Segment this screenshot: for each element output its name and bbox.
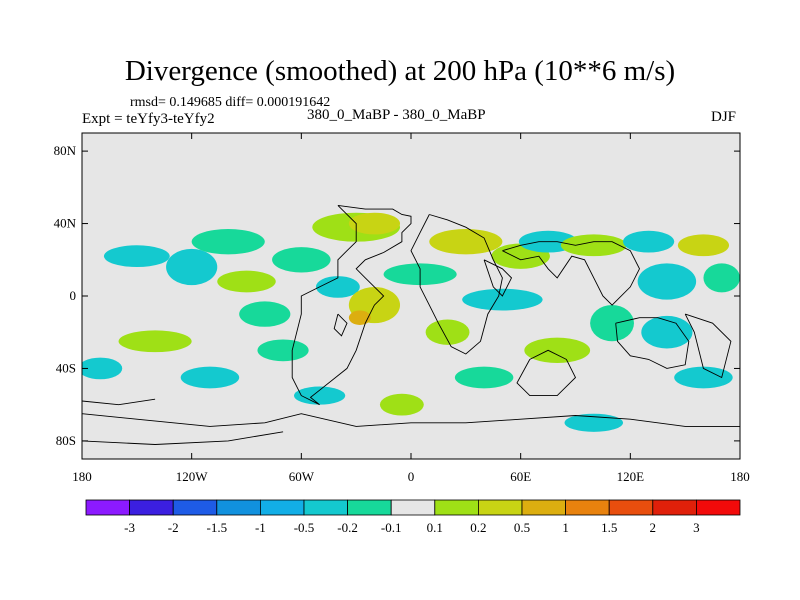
x-axis: 180 120W 60W 0 60E 120E 180 <box>72 133 750 484</box>
colorbar-label-10: 1 <box>562 520 569 535</box>
contour-blob-28 <box>454 366 514 389</box>
colorbar-label-1: -2 <box>168 520 179 535</box>
colorbar-swatch-13 <box>652 499 697 516</box>
y-tick-label-0: 80N <box>54 143 77 158</box>
colorbar-swatch-6 <box>347 499 392 516</box>
coastline-2 <box>502 241 641 306</box>
contour-blob-20 <box>590 305 634 342</box>
contour-blob-3 <box>217 270 276 293</box>
contour-blob-18 <box>637 263 697 300</box>
contour-blob-17 <box>677 234 730 257</box>
colorbar-label-5: -0.2 <box>337 520 358 535</box>
contour-blob-26 <box>294 386 346 405</box>
colorbar-label-6: -0.1 <box>381 520 402 535</box>
contour-blob-16 <box>623 230 675 253</box>
colorbar-swatch-7 <box>390 499 436 516</box>
contour-blob-21 <box>641 315 693 349</box>
case-label: 380_0_MaBP - 380_0_MaBP <box>307 107 486 123</box>
contour-blob-9 <box>348 310 371 325</box>
colorbar-swatch-9 <box>477 499 523 516</box>
y-tick-label-4: 80S <box>56 433 76 448</box>
y-tick-label-2: 0 <box>70 288 77 303</box>
contour-blob-1 <box>166 248 218 286</box>
contour-blob-7 <box>348 212 401 235</box>
contour-blob-11 <box>429 228 503 255</box>
contour-blob-29 <box>564 413 624 432</box>
contour-blob-12 <box>462 288 543 311</box>
colorbar-label-8: 0.2 <box>470 520 486 535</box>
colorbar-swatch-3 <box>216 499 261 516</box>
stats-label: rmsd= 0.149685 diff= 0.000191642 <box>130 95 331 110</box>
contour-blob-2 <box>191 228 265 255</box>
x-tick-label-5: 120E <box>617 469 645 484</box>
coastline-5 <box>516 349 577 397</box>
contour-blob-0 <box>103 245 170 268</box>
coastline-8 <box>82 413 740 459</box>
colorbar-label-9: 0.5 <box>514 520 530 535</box>
contour-blob-30 <box>674 366 733 389</box>
contour-blob-24 <box>180 366 240 389</box>
x-tick-label-0: 180 <box>72 469 92 484</box>
contour-blob-22 <box>524 337 591 364</box>
colorbar-swatch-14 <box>696 499 741 516</box>
colorbar: -3 -2 -1.5 -1 -0.5 -0.2 -0.1 0.1 0.2 0.5 1 1.5 2 3 <box>85 499 741 535</box>
contour-blob-33 <box>239 301 291 327</box>
coastline-4 <box>615 317 690 369</box>
season-label: DJF <box>710 109 736 125</box>
contour-blob-27 <box>379 393 424 416</box>
contour-blob-4 <box>272 247 331 273</box>
coastline-10 <box>82 398 156 406</box>
x-tick-label-1: 120W <box>176 469 209 484</box>
experiment-label: Expt = teYfy3-teYfy2 <box>82 111 215 127</box>
contour-blob-32 <box>425 319 470 345</box>
coastline-3 <box>483 259 513 297</box>
contour-blob-5 <box>315 276 360 298</box>
x-tick-label-2: 60W <box>289 469 315 484</box>
colorbar-swatch-0 <box>85 499 130 516</box>
contour-blob-15 <box>560 234 627 257</box>
x-tick-label-3: 0 <box>408 469 415 484</box>
colorbar-swatch-1 <box>129 499 174 516</box>
colorbar-swatch-2 <box>172 499 218 516</box>
colorbar-label-3: -1 <box>255 520 266 535</box>
colorbar-label-2: -1.5 <box>207 520 228 535</box>
colorbar-label-11: 1.5 <box>601 520 617 535</box>
chart-title: Divergence (smoothed) at 200 hPa (10**6 … <box>124 55 676 87</box>
colorbar-swatch-4 <box>259 499 305 516</box>
contour-blob-23 <box>118 330 192 353</box>
colorbar-label-4: -0.5 <box>294 520 315 535</box>
colorbar-swatch-11 <box>565 499 610 516</box>
colorbar-swatch-12 <box>608 499 654 516</box>
colorbar-label-13: 3 <box>693 520 700 535</box>
x-tick-label-4: 60E <box>510 469 531 484</box>
x-tick-label-6: 180 <box>730 469 750 484</box>
y-axis: 80N 40N 0 40S 80S <box>54 143 740 448</box>
coastline-9 <box>82 431 284 445</box>
contour-blob-31 <box>82 357 123 380</box>
y-tick-label-1: 40N <box>54 216 77 231</box>
coastline-layer <box>82 204 740 459</box>
coastline-6 <box>684 313 732 379</box>
y-tick-label-3: 40S <box>56 360 76 375</box>
coastline-1 <box>410 214 503 355</box>
colorbar-swatch-10 <box>521 499 566 516</box>
coastline-0 <box>291 204 412 406</box>
colorbar-label-7: 0.1 <box>427 520 443 535</box>
contour-blob-25 <box>257 339 309 362</box>
colorbar-label-12: 2 <box>650 520 657 535</box>
coastline-7 <box>333 313 348 337</box>
contour-blob-19 <box>703 263 740 293</box>
colorbar-swatch-8 <box>434 499 479 516</box>
colorbar-label-0: -3 <box>124 520 135 535</box>
colorbar-swatch-5 <box>303 499 348 516</box>
